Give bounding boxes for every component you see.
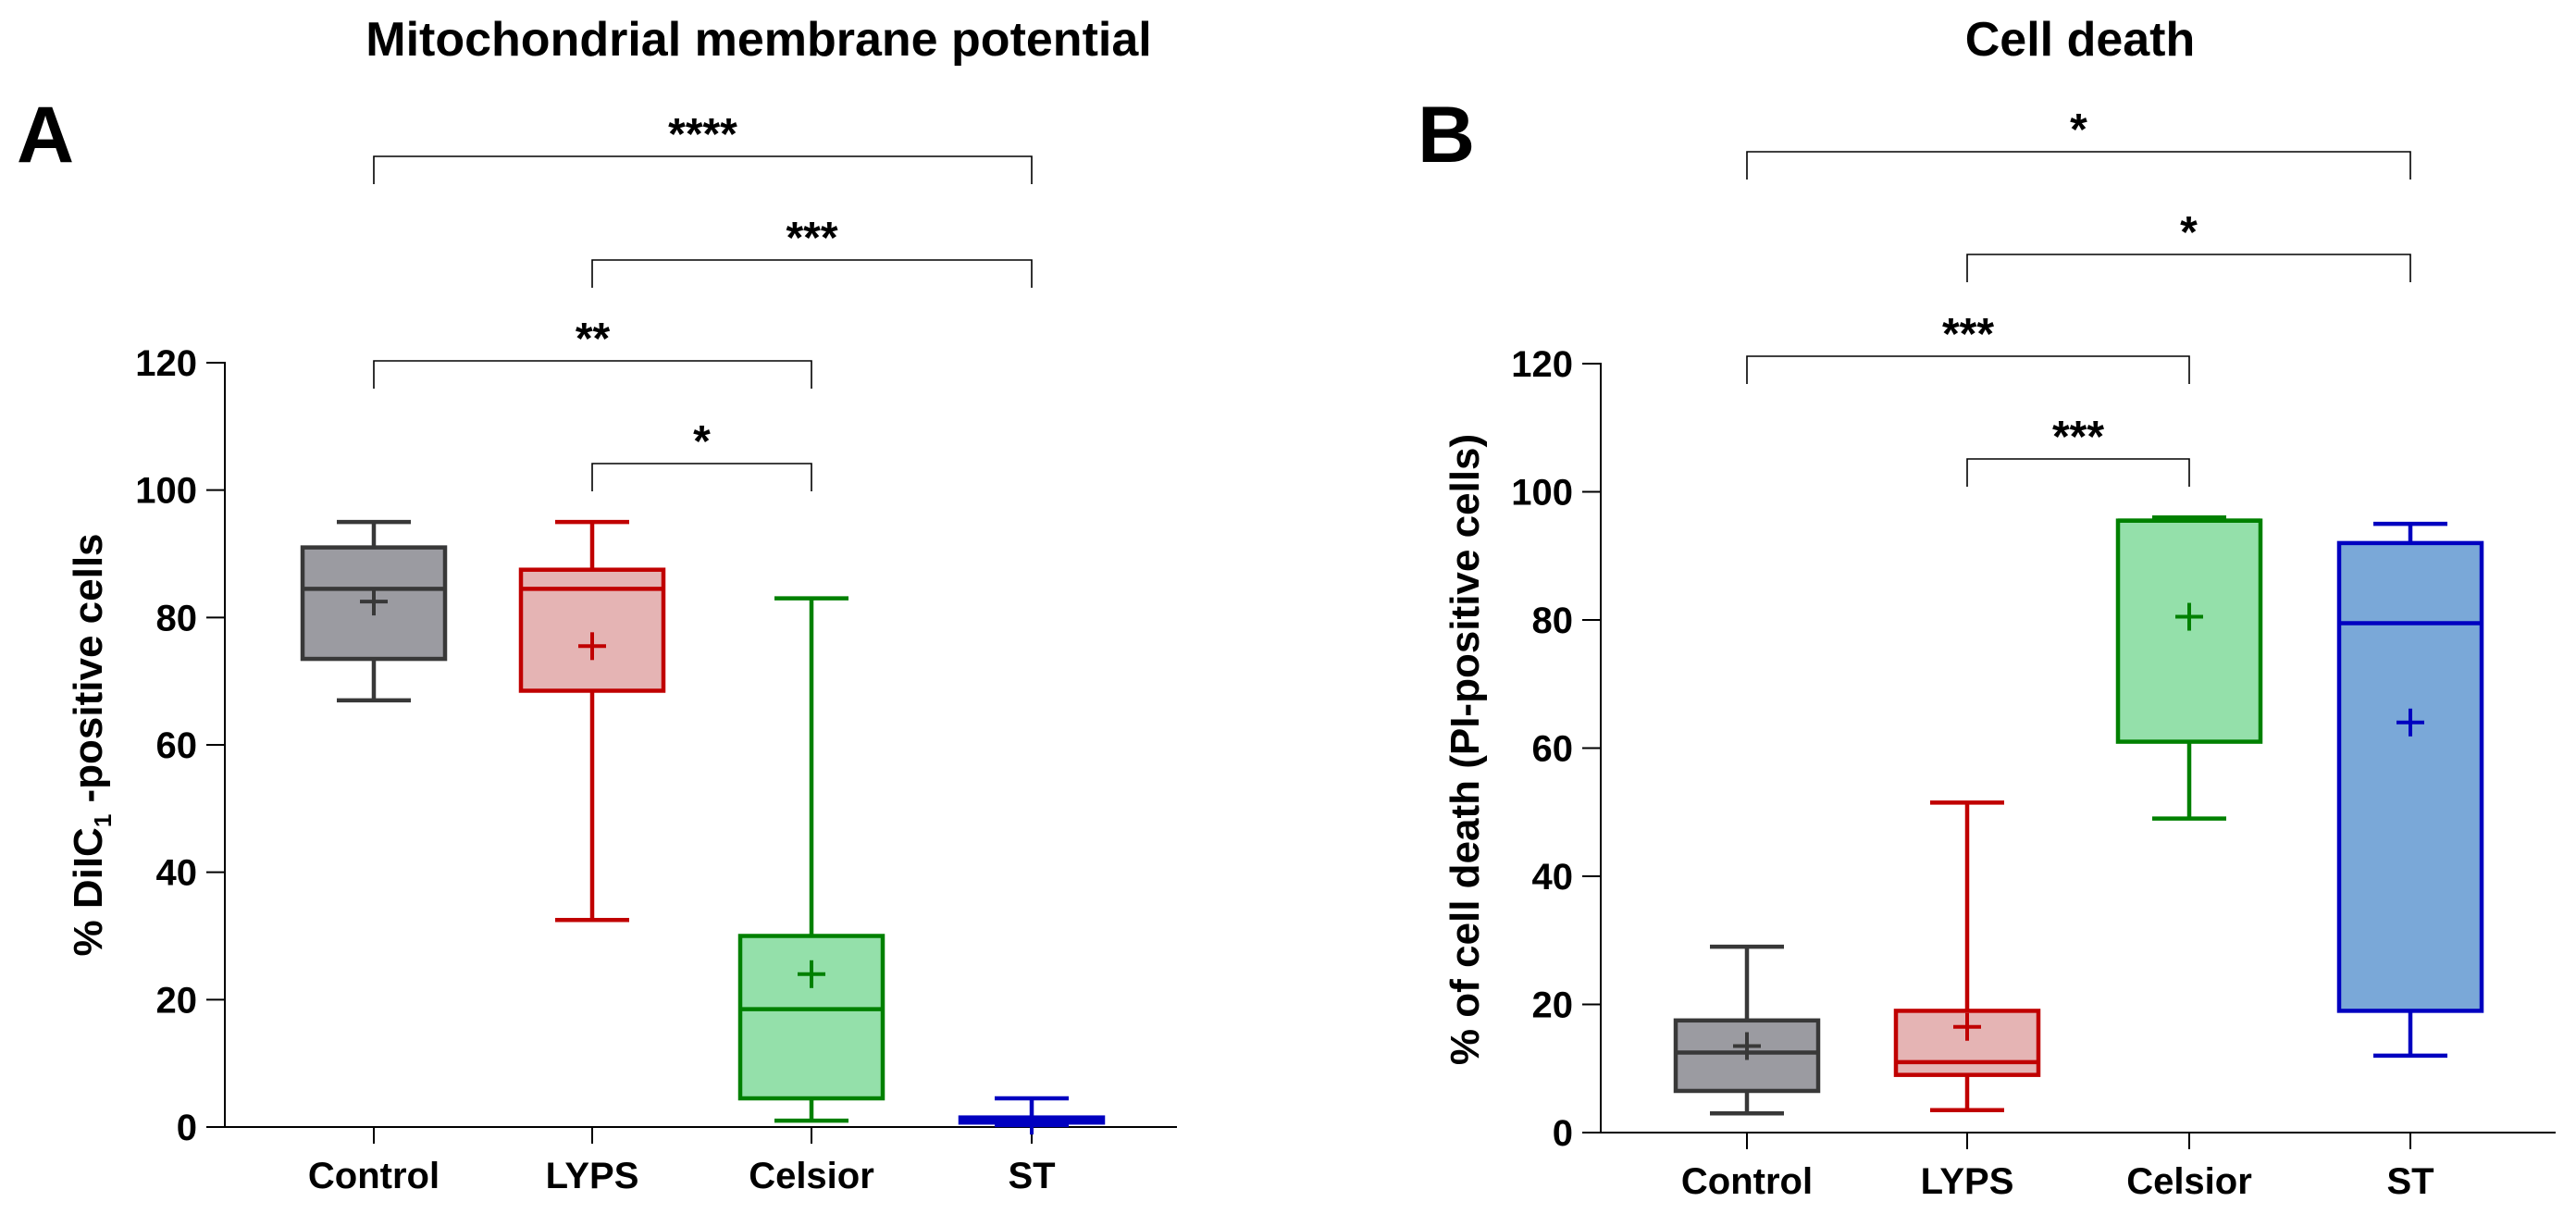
- significance-bracket-a: ****: [373, 110, 1033, 184]
- y-tick-label-a: 0: [177, 1108, 197, 1148]
- y-tick-label-a: 80: [156, 598, 198, 638]
- significance-label: *: [693, 417, 711, 466]
- significance-label: ***: [2052, 413, 2104, 462]
- significance-bracket-a: *: [591, 417, 812, 491]
- significance-bracket-b: ***: [1966, 413, 2190, 487]
- x-tick-label-b: Celsior: [2126, 1161, 2252, 1202]
- y-axis-label-a-rest: -positive cells: [66, 533, 111, 813]
- y-tick-label-b: 20: [1532, 985, 1574, 1026]
- bracket-line: [1966, 254, 2411, 282]
- y-tick-label-b: 100: [1511, 473, 1573, 514]
- significance-label: ****: [668, 110, 737, 159]
- y-axis-label-a: % DiIC1 -positive cells: [66, 533, 117, 956]
- x-tick-label-b: ST: [2386, 1161, 2434, 1202]
- bracket-line: [591, 259, 1033, 288]
- y-axis-label-a-sub: 1: [89, 814, 117, 827]
- bracket-line: [1746, 355, 2190, 384]
- x-tick-label-a: Control: [308, 1156, 440, 1196]
- iqr-box: [2336, 540, 2484, 1013]
- y-tick-label-a: 100: [135, 471, 197, 512]
- box-a-st: [958, 1096, 1106, 1135]
- panel-letter-b: B: [1418, 91, 1475, 180]
- iqr-box: [1673, 1018, 1821, 1094]
- significance-bracket-b: ***: [1746, 310, 2190, 384]
- y-axis-label-a-main: % DiIC: [66, 827, 111, 956]
- y-tick-label-a: 60: [156, 725, 198, 766]
- x-tick-label-b: LYPS: [1921, 1161, 2014, 1202]
- significance-label: **: [576, 315, 611, 364]
- y-axis-label-b: % of cell death (PI-positive cells): [1443, 434, 1488, 1065]
- bracket-line: [373, 360, 812, 389]
- bracket-line: [1966, 458, 2190, 487]
- x-tick-label-a: Celsior: [749, 1156, 874, 1196]
- y-tick-label-b: 0: [1553, 1113, 1573, 1154]
- x-tick-label-a: LYPS: [546, 1156, 639, 1196]
- bracket-line: [1746, 151, 2411, 180]
- y-tick-label-a: 120: [135, 343, 197, 384]
- y-axis-label-b-main: % of cell death (PI-positive cells): [1443, 434, 1488, 1065]
- bracket-line: [591, 463, 812, 491]
- significance-bracket-a: ***: [591, 214, 1033, 288]
- y-tick-label-a: 20: [156, 980, 198, 1021]
- y-tick-label-b: 40: [1532, 857, 1574, 898]
- x-tick-label-b: Control: [1681, 1161, 1813, 1202]
- box-a-control: [300, 519, 448, 703]
- panel-letter-a: A: [17, 91, 74, 180]
- box-b-st: [2336, 521, 2484, 1059]
- y-tick-label-a: 40: [156, 853, 198, 894]
- significance-label: ***: [1942, 310, 1994, 359]
- bracket-line: [373, 155, 1033, 184]
- box-b-lyps: [1893, 800, 2041, 1113]
- box-a-celsior: [737, 596, 886, 1123]
- box-a-lyps: [518, 519, 666, 923]
- iqr-box: [300, 545, 448, 662]
- significance-bracket-b: *: [1966, 208, 2411, 282]
- y-tick-label-b: 80: [1532, 601, 1574, 641]
- significance-bracket-b: *: [1746, 105, 2411, 180]
- box-b-control: [1673, 944, 1821, 1116]
- significance-label: *: [2180, 208, 2198, 257]
- y-tick-label-b: 60: [1532, 729, 1574, 770]
- y-tick-label-b: 120: [1511, 344, 1573, 385]
- significance-label: *: [2070, 105, 2087, 155]
- x-tick-label-a: ST: [1008, 1156, 1055, 1196]
- iqr-box: [2115, 518, 2263, 744]
- iqr-box: [1893, 1009, 2041, 1077]
- chart-title-b: Cell death: [1965, 13, 2196, 67]
- chart-title-a: Mitochondrial membrane potential: [365, 13, 1151, 67]
- box-b-celsior: [2115, 514, 2263, 821]
- significance-label: ***: [786, 214, 837, 263]
- significance-bracket-a: **: [373, 315, 812, 389]
